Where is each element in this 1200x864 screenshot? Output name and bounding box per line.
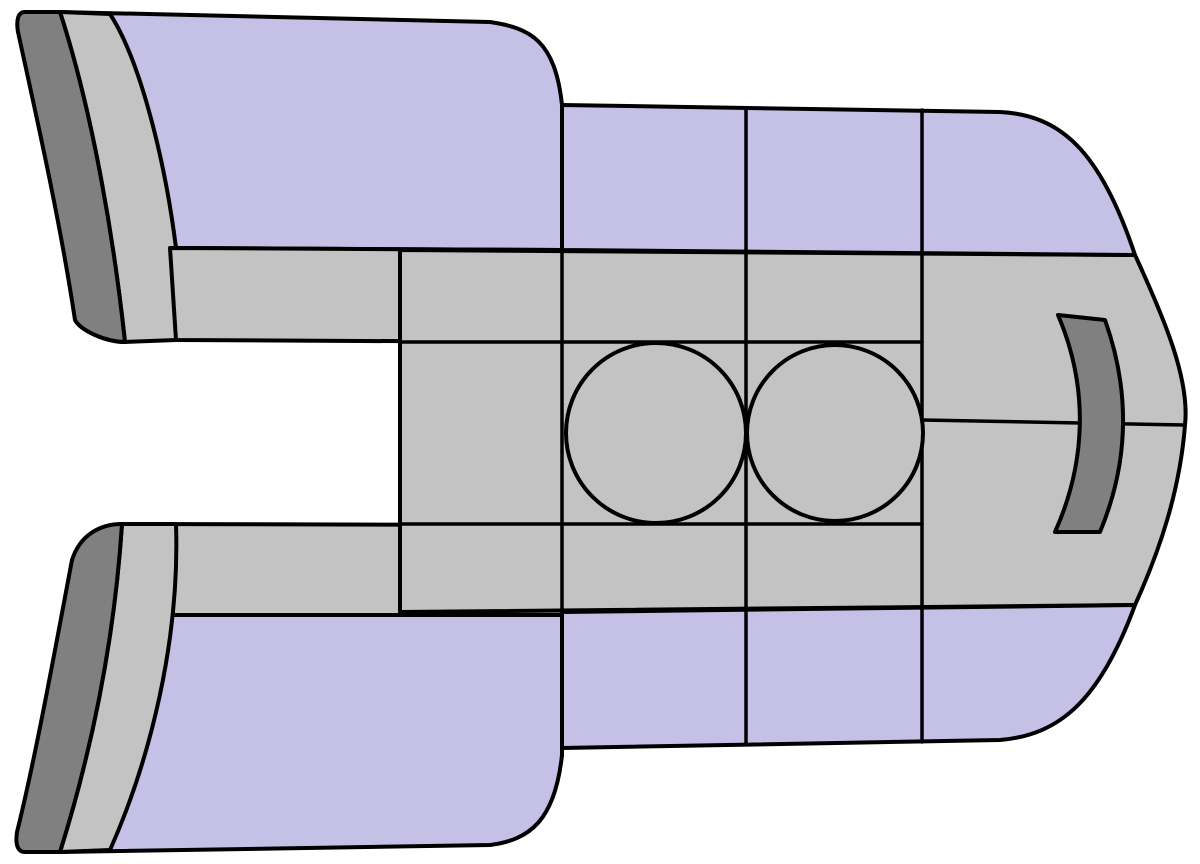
pod-right (745, 343, 925, 523)
lower-thruster-dark (14, 522, 124, 854)
upper-thruster-dark (15, 10, 127, 344)
lower-nose-panel (560, 603, 1137, 750)
nose-vent (1053, 313, 1126, 534)
upper-nose-panel (560, 103, 1137, 257)
pod-left (564, 341, 748, 525)
